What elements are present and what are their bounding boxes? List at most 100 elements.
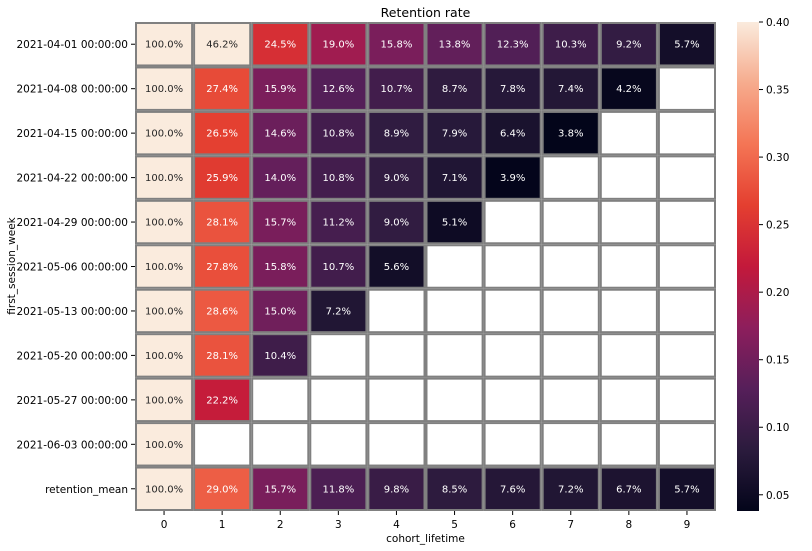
y-tick-label: retention_mean <box>45 484 128 496</box>
heatmap-cell <box>193 22 252 67</box>
heatmap-cell <box>251 66 310 111</box>
cell-value-label: 9.2% <box>616 40 641 51</box>
heatmap-cell <box>425 199 484 245</box>
heatmap-cell <box>193 466 252 511</box>
cell-value-label: 10.8% <box>322 173 354 184</box>
heatmap-cell <box>483 66 542 111</box>
heatmap-cell <box>135 377 194 423</box>
heatmap-cell <box>193 422 252 467</box>
heatmap-cell <box>483 155 542 200</box>
heatmap-cell <box>309 155 368 200</box>
heatmap-cell <box>599 333 658 378</box>
heatmap-cell <box>599 22 658 67</box>
heatmap-cell <box>135 199 194 245</box>
heatmap-cell <box>309 466 368 511</box>
colorbar-tick-label: 0.40 <box>766 17 789 29</box>
x-tick-label: 3 <box>335 519 342 531</box>
cell-value-label: 6.4% <box>500 129 525 140</box>
heatmap-cell <box>309 66 368 111</box>
heatmap-cell <box>657 333 717 378</box>
cell-value-label: 27.4% <box>206 84 238 95</box>
cell-value-label: 8.5% <box>442 484 467 495</box>
heatmap-cell <box>135 244 194 289</box>
heatmap-cell <box>135 422 194 467</box>
cell-value-label: 7.2% <box>326 306 351 317</box>
heatmap-cell <box>599 66 658 111</box>
y-axis-ticks: 2021-04-01 00:00:00 2021-04-08 00:00:00 20… <box>16 39 135 496</box>
heatmap-cell <box>309 288 368 334</box>
heatmap-cell <box>483 22 542 67</box>
colorbar-ticks: 0.05 0.10 0.15 0.20 0.25 0.30 0.35 0.40 <box>759 17 789 502</box>
cell-value-label: 7.2% <box>558 484 583 495</box>
cell-value-label: 3.9% <box>500 173 525 184</box>
x-tick-label: 5 <box>451 519 458 531</box>
x-tick-label: 9 <box>684 519 691 531</box>
heatmap-cell <box>425 66 484 111</box>
cell-value-label: 19.0% <box>322 40 354 51</box>
heatmap-cell <box>135 288 194 334</box>
cell-value-label: 10.8% <box>322 129 354 140</box>
heatmap-cell <box>599 288 658 334</box>
heatmap-cell <box>541 466 600 511</box>
cell-value-label: 15.7% <box>264 218 296 229</box>
x-tick-label: 7 <box>567 519 574 531</box>
heatmap-cell <box>193 110 252 156</box>
cell-value-label: 5.6% <box>384 262 409 273</box>
heatmap-cell <box>309 22 368 67</box>
heatmap-cell <box>541 66 600 111</box>
y-tick-label: 2021-04-08 00:00:00 <box>16 84 128 96</box>
heatmap-cell <box>541 333 600 378</box>
heatmap-cell <box>483 466 542 511</box>
heatmap-cell <box>599 199 658 245</box>
cell-value-label: 12.3% <box>497 40 529 51</box>
heatmap-cell <box>425 22 484 67</box>
cell-value-label: 100.0% <box>145 40 183 51</box>
heatmap-cell <box>193 288 252 334</box>
cell-value-label: 28.1% <box>206 351 238 362</box>
heatmap-cell <box>367 155 426 200</box>
heatmap-cell <box>135 333 194 378</box>
heatmap-cell <box>541 155 600 200</box>
cell-value-label: 8.7% <box>442 84 467 95</box>
heatmap-cell <box>309 110 368 156</box>
cell-value-label: 10.4% <box>264 351 296 362</box>
cell-value-label: 29.0% <box>206 484 238 495</box>
heatmap-cell <box>309 199 368 245</box>
heatmap-cell <box>483 110 542 156</box>
cell-value-label: 7.4% <box>558 84 583 95</box>
heatmap-cell <box>483 199 542 245</box>
heatmap-cell <box>425 110 484 156</box>
x-tick-label: 1 <box>219 519 226 531</box>
cell-value-label: 7.6% <box>500 484 525 495</box>
heatmap-cell <box>193 155 252 200</box>
heatmap-cell <box>251 22 310 67</box>
cell-value-label: 14.0% <box>264 173 296 184</box>
heatmap-cell <box>135 22 194 67</box>
heatmap-cell <box>309 422 368 467</box>
cell-value-label: 10.7% <box>322 262 354 273</box>
y-tick-label: 2021-04-01 00:00:00 <box>16 39 128 51</box>
heatmap-cell <box>599 110 658 156</box>
x-tick-label: 4 <box>393 519 400 531</box>
cell-value-label: 100.0% <box>145 440 183 451</box>
heatmap-cell <box>251 288 310 334</box>
y-tick-label: 2021-05-20 00:00:00 <box>16 350 128 362</box>
chart-title: Retention rate <box>381 5 471 20</box>
heatmap-cell <box>657 466 717 511</box>
heatmap-cell <box>599 377 658 423</box>
x-tick-label: 2 <box>277 519 284 531</box>
heatmap-cell <box>309 377 368 423</box>
heatmap-cell <box>483 288 542 334</box>
y-tick-label: 2021-05-27 00:00:00 <box>16 395 128 407</box>
cell-value-label: 9.0% <box>384 173 409 184</box>
cell-value-label: 100.0% <box>145 129 183 140</box>
heatmap-cell <box>599 155 658 200</box>
heatmap-cell <box>251 244 310 289</box>
heatmap-cell <box>135 66 194 111</box>
cell-value-label: 15.8% <box>381 40 413 51</box>
heatmap-cell <box>135 110 194 156</box>
heatmap-cell <box>425 422 484 467</box>
cell-value-label: 27.8% <box>206 262 238 273</box>
x-tick-label: 0 <box>161 519 168 531</box>
cell-value-label: 15.8% <box>264 262 296 273</box>
